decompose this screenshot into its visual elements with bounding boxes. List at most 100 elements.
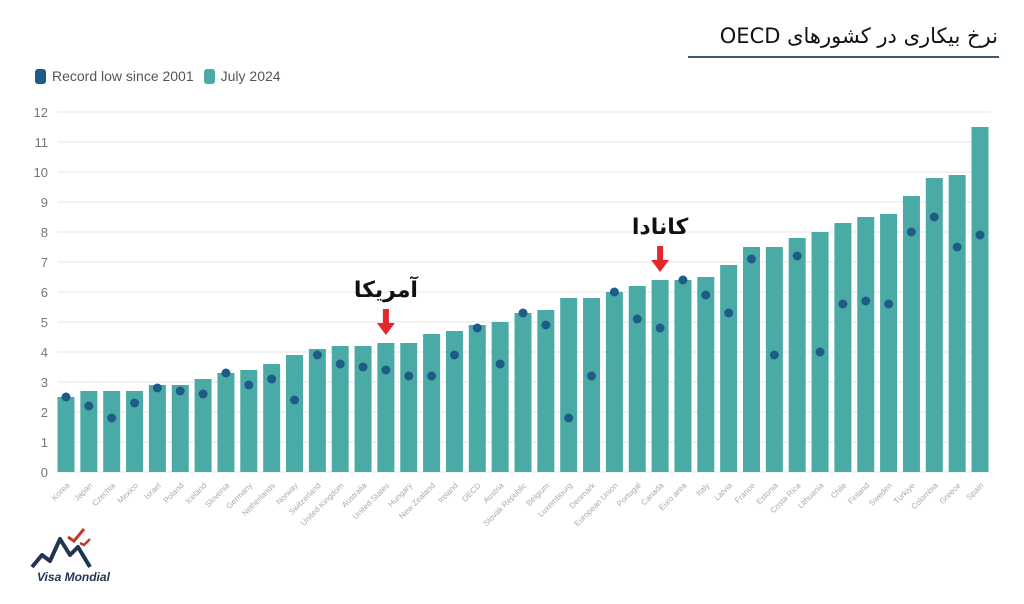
bar-colombia: [925, 178, 943, 472]
dot-chile: [838, 299, 848, 309]
dot-korea: [61, 392, 71, 402]
dot-netherlands: [267, 374, 277, 384]
dot-ireland: [449, 350, 459, 360]
bar-netherlands: [263, 364, 281, 472]
dot-spain: [975, 230, 985, 240]
bar-latvia: [720, 265, 738, 472]
x-tick-label: Chile: [829, 481, 849, 501]
bar-mexico: [126, 391, 144, 472]
dot-new-zealand: [427, 371, 437, 381]
bar-iceland: [194, 379, 212, 472]
dot-australia: [358, 362, 368, 372]
bar-denmark: [583, 298, 601, 472]
x-tick-label: Spain: [965, 481, 986, 502]
y-tick-label: 10: [34, 165, 48, 180]
dot-iceland: [198, 389, 208, 399]
dot-sweden: [884, 299, 894, 309]
dot-austria: [495, 359, 505, 369]
bar-sweden: [880, 214, 898, 472]
legend: Record low since 2001 July 2024: [35, 68, 281, 84]
y-tick-label: 2: [41, 405, 48, 420]
dot-greece: [952, 242, 962, 252]
bar-austria: [491, 322, 509, 472]
bar-türkiye: [902, 196, 920, 472]
x-tick-label: Portugal: [615, 481, 643, 509]
bar-australia: [354, 346, 372, 472]
dot-belgium: [541, 320, 551, 330]
x-tick-label: Italy: [694, 481, 711, 498]
arrow-down-icon: [651, 246, 670, 272]
dot-denmark: [587, 371, 597, 381]
dot-czechia: [107, 413, 117, 423]
dot-canada: [655, 323, 665, 333]
bar-euro-area: [674, 280, 692, 472]
x-tick-label: Greece: [938, 481, 963, 506]
bar-new-zealand: [423, 334, 441, 472]
bar-czechia: [103, 391, 121, 472]
dot-latvia: [724, 308, 734, 318]
bar-italy: [697, 277, 715, 472]
dot-slovak-republic: [518, 308, 528, 318]
legend-swatch-july-2024: [203, 68, 215, 84]
dot-france: [747, 254, 756, 264]
x-tick-label: Lithuania: [796, 481, 826, 511]
x-tick-label: France: [733, 481, 757, 505]
bar-hungary: [400, 343, 418, 472]
bar-portugal: [628, 286, 646, 472]
dot-european-union: [609, 287, 619, 297]
bar-france: [743, 247, 760, 472]
dot-costa-rica: [792, 251, 802, 261]
dot-united-kingdom: [335, 359, 345, 369]
legend-label-july-2024: July 2024: [220, 68, 281, 84]
dot-colombia: [929, 212, 939, 222]
x-tick-label: Poland: [162, 481, 186, 505]
dot-estonia: [769, 350, 779, 360]
bar-switzerland: [308, 349, 326, 472]
dot-hungary: [404, 371, 414, 381]
bar-korea: [57, 397, 75, 472]
y-tick-label: 4: [41, 345, 48, 360]
y-tick-label: 0: [41, 465, 48, 480]
bar-belgium: [537, 310, 555, 472]
title-underline: [688, 56, 999, 58]
page-title: نرخ بیکاری در کشورهای OECD: [719, 24, 998, 48]
dot-slovenia: [221, 368, 231, 378]
y-tick-label: 12: [34, 105, 48, 120]
x-tick-label: Latvia: [713, 481, 735, 503]
dot-mexico: [130, 398, 140, 408]
dot-germany: [244, 380, 254, 390]
x-tick-label: United Kingdom: [299, 481, 346, 528]
bar-norway: [286, 355, 303, 472]
bar-israel: [148, 385, 166, 472]
bar-finland: [857, 217, 875, 472]
y-tick-label: 6: [41, 285, 48, 300]
dot-türkiye: [906, 227, 916, 237]
bar-ireland: [445, 331, 463, 472]
dot-norway: [290, 395, 299, 405]
dot-oecd: [472, 323, 482, 333]
dot-israel: [152, 383, 162, 393]
annotation-label: کانادا: [632, 215, 689, 240]
bar-canada: [651, 280, 669, 472]
arrow-down-icon: [376, 309, 395, 335]
bar-costa-rica: [788, 238, 806, 472]
dot-finland: [861, 296, 871, 306]
bar-european-union: [605, 292, 623, 472]
bar-united-kingdom: [331, 346, 349, 472]
x-tick-label: Sweden: [867, 481, 894, 508]
dot-united-states: [381, 365, 391, 375]
x-tick-label: Mexico: [116, 481, 141, 506]
bar-spain: [971, 127, 989, 472]
bar-chile: [834, 223, 852, 472]
bar-poland: [171, 385, 189, 472]
x-tick-label: Israel: [143, 481, 163, 501]
dot-luxembourg: [564, 413, 574, 423]
x-tick-label: OECD: [460, 481, 483, 504]
bar-united-states: [377, 343, 395, 472]
y-tick-label: 3: [41, 375, 48, 390]
logo-mountain-icon: [30, 528, 92, 569]
x-tick-label: Czechia: [90, 481, 117, 508]
x-tick-label: Slovak Republic: [481, 481, 528, 528]
bar-oecd: [468, 325, 486, 472]
dot-lithuania: [815, 347, 825, 357]
